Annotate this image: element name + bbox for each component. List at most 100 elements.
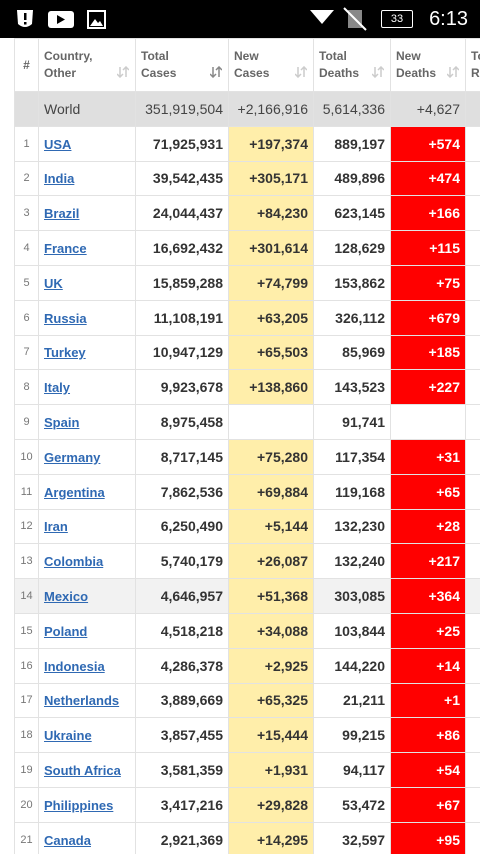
country-link[interactable]: South Africa <box>44 763 121 779</box>
cell: +25 <box>390 612 466 649</box>
cell <box>465 717 480 754</box>
country-row: 1 USA 71,925,931 +197,374 889,197 +574 <box>14 125 480 162</box>
cell <box>465 334 480 371</box>
column-header[interactable]: # <box>14 38 39 92</box>
cell: 1 <box>14 125 39 162</box>
cell: Philippines <box>38 786 136 823</box>
country-link[interactable]: Italy <box>44 380 71 396</box>
country-link[interactable]: Russia <box>44 310 87 326</box>
cell <box>465 299 480 336</box>
country-link[interactable]: Germany <box>44 449 101 465</box>
column-header[interactable]: Total Recovered <box>465 38 480 92</box>
country-link[interactable]: Colombia <box>44 554 104 570</box>
cell: 15,859,288 <box>135 264 229 301</box>
header-line: Recovered <box>471 66 480 80</box>
cell: 3,889,669 <box>135 682 229 719</box>
battery: 33 <box>381 10 413 28</box>
column-header[interactable]: Total Deaths <box>313 38 391 92</box>
cell: +29,828 <box>228 786 314 823</box>
cell: Brazil <box>38 195 136 232</box>
column-header[interactable]: Country, Other <box>38 38 136 92</box>
sort-icon[interactable] <box>447 66 459 78</box>
country-row: 18 Ukraine 3,857,455 +15,444 99,215 +86 <box>14 717 480 754</box>
sort-icon[interactable] <box>117 66 129 78</box>
cell <box>465 543 480 580</box>
column-header[interactable]: Total Cases <box>135 38 229 92</box>
cell: +65 <box>390 473 466 510</box>
country-link[interactable]: Ukraine <box>44 728 92 744</box>
country-link[interactable]: Turkey <box>44 345 86 361</box>
country-row: 15 Poland 4,518,218 +34,088 103,844 +25 <box>14 612 480 649</box>
cell: 351,919,504 <box>135 91 229 127</box>
cell: 8,717,145 <box>135 438 229 475</box>
sort-icon[interactable] <box>295 66 307 78</box>
country-link[interactable]: Mexico <box>44 589 89 605</box>
cell: World <box>38 91 136 127</box>
country-link[interactable]: USA <box>44 136 72 152</box>
country-link[interactable]: Brazil <box>44 206 80 222</box>
cell: +69,884 <box>228 473 314 510</box>
country-row: 10 Germany 8,717,145 +75,280 117,354 +31 <box>14 438 480 475</box>
cell: 5,614,336 <box>313 91 391 127</box>
country-link[interactable]: Argentina <box>44 484 105 500</box>
cell: +197,374 <box>228 125 314 162</box>
cell: +2,166,916 <box>228 91 314 127</box>
country-link[interactable]: Indonesia <box>44 658 105 674</box>
cell: 85,969 <box>313 334 391 371</box>
country-link[interactable]: Poland <box>44 623 88 639</box>
country-link[interactable]: Iran <box>44 519 68 535</box>
cell: Canada <box>38 821 136 854</box>
cell: 8,975,458 <box>135 404 229 440</box>
country-link[interactable]: Philippines <box>44 797 114 813</box>
cell: +63,205 <box>228 299 314 336</box>
column-header[interactable]: New Deaths <box>390 38 466 92</box>
sort-icon[interactable] <box>372 66 384 78</box>
cell <box>465 195 480 232</box>
cell <box>465 404 480 440</box>
cell: +14,295 <box>228 821 314 854</box>
cell: 18 <box>14 717 39 754</box>
header-line: Country, <box>44 49 93 63</box>
country-link[interactable]: Canada <box>44 832 91 848</box>
cell: +65,503 <box>228 334 314 371</box>
cell <box>465 125 480 162</box>
cell: 7,862,536 <box>135 473 229 510</box>
cell: 17 <box>14 682 39 719</box>
cell: +74,799 <box>228 264 314 301</box>
cell <box>390 404 466 440</box>
cell: 6,250,490 <box>135 508 229 545</box>
cell <box>465 752 480 788</box>
clock: 6:13 <box>429 8 468 30</box>
cell: +51,368 <box>228 578 314 614</box>
cell: Ukraine <box>38 717 136 754</box>
cell: +34,088 <box>228 612 314 649</box>
country-link[interactable]: France <box>44 241 87 257</box>
cell: 21 <box>14 821 39 854</box>
header-line: Total <box>471 49 480 63</box>
country-link[interactable]: India <box>44 171 75 187</box>
cell: +84,230 <box>228 195 314 232</box>
cell <box>465 682 480 719</box>
cell <box>465 578 480 614</box>
country-link[interactable]: UK <box>44 275 63 291</box>
cell: France <box>38 230 136 266</box>
cell <box>465 369 480 406</box>
header-line: Total <box>141 49 169 63</box>
cell: 11,108,191 <box>135 299 229 336</box>
cell: 12 <box>14 508 39 545</box>
cell: +574 <box>390 125 466 162</box>
cell: 117,354 <box>313 438 391 475</box>
cell: 3,581,359 <box>135 752 229 788</box>
cell <box>465 473 480 510</box>
sort-icon[interactable] <box>210 66 222 78</box>
cell: 9,923,678 <box>135 369 229 406</box>
column-header[interactable]: New Cases <box>228 38 314 92</box>
cell: 14 <box>14 578 39 614</box>
country-link[interactable]: Netherlands <box>44 693 120 709</box>
cell: 153,862 <box>313 264 391 301</box>
cell: 5,740,179 <box>135 543 229 580</box>
cell: 2 <box>14 160 39 197</box>
cell: +31 <box>390 438 466 475</box>
header-line: # <box>23 57 30 72</box>
country-link[interactable]: Spain <box>44 415 80 431</box>
